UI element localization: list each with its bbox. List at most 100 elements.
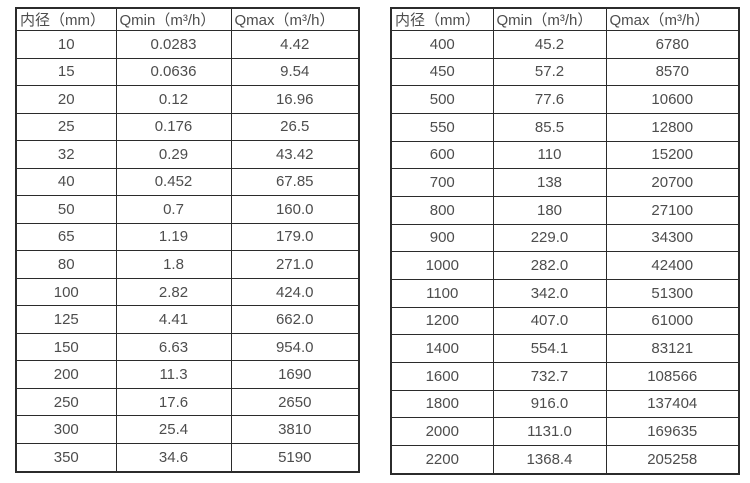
table-row: 200 11.3 1690 — [15, 360, 360, 389]
table-row: 600 110 15200 — [390, 140, 740, 170]
table-cell: 2000 — [390, 417, 494, 446]
table-cell: 1131.0 — [492, 417, 607, 446]
table-row: 300 25.4 3810 — [15, 415, 360, 444]
table-cell: 85.5 — [492, 112, 607, 142]
table-cell: 16.96 — [230, 85, 360, 114]
table-row: 500 77.6 10600 — [390, 85, 740, 114]
table-cell: 20 — [15, 85, 117, 114]
table-row: 150 6.63 954.0 — [15, 332, 360, 362]
table-cell: 138 — [492, 168, 607, 197]
header-row: 内径（mm） Qmin（m³/h） Qmax（m³/h） — [15, 7, 360, 31]
table-cell: 407.0 — [492, 306, 607, 336]
table-cell: 450 — [390, 57, 494, 87]
header-row: 内径（mm） Qmin（m³/h） Qmax（m³/h） — [390, 7, 740, 31]
table-cell: 108566 — [605, 361, 740, 391]
table-row: 1200 407.0 61000 — [390, 306, 740, 336]
table-cell: 26.5 — [230, 112, 360, 142]
table-cell: 150 — [15, 332, 117, 362]
table-row: 65 1.19 179.0 — [15, 222, 360, 252]
table-cell: 137404 — [605, 389, 740, 419]
header-diameter: 内径（mm） — [390, 7, 494, 31]
table-cell: 5190 — [230, 442, 360, 473]
table-row: 550 85.5 12800 — [390, 112, 740, 142]
table-cell: 954.0 — [230, 332, 360, 362]
table-cell: 0.0636 — [115, 57, 232, 87]
table-cell: 20700 — [605, 168, 740, 197]
table-cell: 1.8 — [115, 250, 232, 279]
table-cell: 229.0 — [492, 223, 607, 253]
header-qmin: Qmin（m³/h） — [492, 7, 607, 31]
table-cell: 1800 — [390, 389, 494, 419]
table-row: 350 34.6 5190 — [15, 442, 360, 473]
table-cell: 25 — [15, 112, 117, 142]
table-cell: 0.29 — [115, 140, 232, 169]
table-row: 50 0.7 160.0 — [15, 195, 360, 224]
table-cell: 42400 — [605, 251, 740, 280]
table-cell: 160.0 — [230, 195, 360, 224]
table-cell: 4.41 — [115, 305, 232, 334]
table-cell: 11.3 — [115, 360, 232, 389]
table-cell: 25.4 — [115, 415, 232, 444]
table-cell: 100 — [15, 277, 117, 307]
spec-table-small-diameters: 内径（mm） Qmin（m³/h） Qmax（m³/h） 10 0.0283 4.4… — [15, 7, 360, 473]
table-cell: 271.0 — [230, 250, 360, 279]
table-body: 400 45.2 6780 450 57.2 8570 500 77.6 10600 550 85.… — [390, 30, 740, 475]
table-cell: 800 — [390, 195, 494, 225]
table-cell: 1200 — [390, 306, 494, 336]
table-row: 100 2.82 424.0 — [15, 277, 360, 307]
table-cell: 2650 — [230, 387, 360, 417]
table-row: 1600 732.7 108566 — [390, 361, 740, 391]
table-cell: 2.82 — [115, 277, 232, 307]
table-cell: 65 — [15, 222, 117, 252]
table-cell: 17.6 — [115, 387, 232, 417]
table-cell: 43.42 — [230, 140, 360, 169]
table-cell: 300 — [15, 415, 117, 444]
table-cell: 67.85 — [230, 167, 360, 197]
table-cell: 110 — [492, 140, 607, 170]
table-cell: 4.42 — [230, 30, 360, 59]
table-cell: 700 — [390, 168, 494, 197]
table-row: 32 0.29 43.42 — [15, 140, 360, 169]
table-cell: 12800 — [605, 112, 740, 142]
table-cell: 1000 — [390, 251, 494, 280]
table-row: 800 180 27100 — [390, 195, 740, 225]
header-qmax: Qmax（m³/h） — [230, 7, 360, 31]
table-row: 125 4.41 662.0 — [15, 305, 360, 334]
table-cell: 51300 — [605, 278, 740, 308]
table-cell: 10 — [15, 30, 117, 59]
table-cell: 205258 — [605, 444, 740, 475]
table-cell: 125 — [15, 305, 117, 334]
table-cell: 180 — [492, 195, 607, 225]
table-row: 2000 1131.0 169635 — [390, 417, 740, 446]
table-row: 80 1.8 271.0 — [15, 250, 360, 279]
table-row: 25 0.176 26.5 — [15, 112, 360, 142]
table-row: 450 57.2 8570 — [390, 57, 740, 87]
table-row: 1000 282.0 42400 — [390, 251, 740, 280]
table-cell: 179.0 — [230, 222, 360, 252]
table-cell: 600 — [390, 140, 494, 170]
table-cell: 916.0 — [492, 389, 607, 419]
table-row: 900 229.0 34300 — [390, 223, 740, 253]
table-row: 20 0.12 16.96 — [15, 85, 360, 114]
table-cell: 83121 — [605, 334, 740, 363]
table-cell: 2200 — [390, 444, 494, 475]
spec-table-large-diameters: 内径（mm） Qmin（m³/h） Qmax（m³/h） 400 45.2 6780… — [390, 7, 740, 475]
table-cell: 900 — [390, 223, 494, 253]
table-cell: 15200 — [605, 140, 740, 170]
table-cell: 400 — [390, 30, 494, 59]
table-cell: 1600 — [390, 361, 494, 391]
table-cell: 10600 — [605, 85, 740, 114]
table-cell: 1400 — [390, 334, 494, 363]
table-cell: 662.0 — [230, 305, 360, 334]
table-cell: 1.19 — [115, 222, 232, 252]
table-row: 400 45.2 6780 — [390, 30, 740, 59]
table-cell: 45.2 — [492, 30, 607, 59]
table-cell: 6.63 — [115, 332, 232, 362]
header-diameter: 内径（mm） — [15, 7, 117, 31]
table-cell: 0.0283 — [115, 30, 232, 59]
table-cell: 424.0 — [230, 277, 360, 307]
table-cell: 57.2 — [492, 57, 607, 87]
table-cell: 40 — [15, 167, 117, 197]
table-row: 700 138 20700 — [390, 168, 740, 197]
table-cell: 1690 — [230, 360, 360, 389]
